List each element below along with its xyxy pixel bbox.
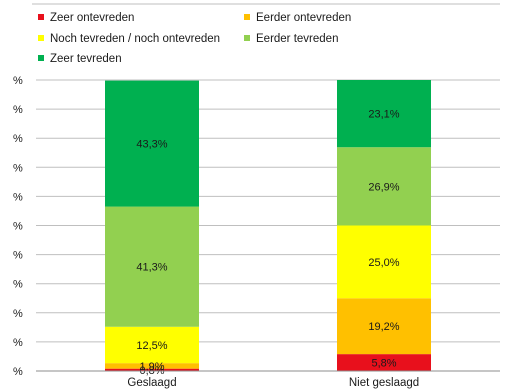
- legend-label-eerder-ontevreden: Eerder ontevreden: [256, 12, 351, 24]
- legend-swatch-eerder-ontevreden: [244, 14, 250, 20]
- legend-label-zeer-tevreden: Zeer tevreden: [50, 53, 122, 65]
- y-tick-label: %: [13, 75, 23, 87]
- data-label-geslaagd-eerder-ontevreden: 1,9%: [139, 361, 164, 373]
- y-tick-label: %: [13, 279, 23, 291]
- y-tick-label: %: [13, 221, 23, 233]
- bar-geslaagd-eerder-ontevreden: [105, 363, 199, 369]
- y-tick-label: %: [13, 162, 23, 174]
- legend-swatch-zeer-tevreden: [38, 55, 44, 61]
- y-tick-label: %: [13, 133, 23, 145]
- y-tick-label: %: [13, 191, 23, 203]
- y-tick-label: %: [13, 308, 23, 320]
- data-label-niet-geslaagd-eerder-tevreden: 26,9%: [368, 181, 399, 193]
- legend-label-noch-tevreden-noch-ontevreden: Noch tevreden / noch ontevreden: [50, 33, 220, 45]
- y-tick-label: %: [13, 250, 23, 262]
- data-label-geslaagd-zeer-tevreden: 43,3%: [136, 139, 167, 151]
- data-label-geslaagd-eerder-tevreden: 41,3%: [136, 262, 167, 274]
- bar-geslaagd-zeer-ontevreden: [105, 368, 199, 371]
- bar-niet-geslaagd-eerder-ontevreden: [337, 298, 431, 355]
- x-tick-label-niet-geslaagd: Niet geslaagd: [349, 377, 419, 389]
- data-label-niet-geslaagd-zeer-ontevreden: 5,8%: [371, 358, 396, 370]
- legend-swatch-eerder-tevreden: [244, 35, 250, 41]
- bar-niet-geslaagd-noch-tevreden-noch-ontevreden: [337, 225, 431, 299]
- bars: [105, 80, 431, 371]
- y-tick-label: %: [13, 104, 23, 116]
- y-tick-label: %: [13, 337, 23, 349]
- y-tick-label: %: [13, 366, 23, 378]
- legend-label-zeer-ontevreden: Zeer ontevreden: [50, 12, 134, 24]
- bar-geslaagd-noch-tevreden-noch-ontevreden: [105, 326, 199, 364]
- data-label-geslaagd-noch-tevreden-noch-ontevreden: 12,5%: [136, 340, 167, 352]
- x-tick-label-geslaagd: Geslaagd: [127, 377, 176, 389]
- bar-niet-geslaagd-zeer-tevreden: [337, 80, 431, 148]
- legend-swatch-noch-tevreden-noch-ontevreden: [38, 35, 44, 41]
- x-axis: Geslaagd Niet geslaagd: [36, 370, 500, 389]
- legend: Zeer ontevreden Eerder ontevreden Noch tev…: [38, 12, 351, 65]
- bar-geslaagd-zeer-tevreden: [105, 80, 199, 207]
- bar-niet-geslaagd-zeer-ontevreden: [337, 354, 431, 371]
- bar-geslaagd-eerder-tevreden: [105, 206, 199, 327]
- data-label-niet-geslaagd-eerder-ontevreden: 19,2%: [368, 321, 399, 333]
- bar-niet-geslaagd-eerder-tevreden: [337, 147, 431, 226]
- legend-label-eerder-tevreden: Eerder tevreden: [256, 33, 338, 45]
- y-axis: %%%%%%%%%%%: [13, 75, 23, 378]
- data-label-niet-geslaagd-noch-tevreden-noch-ontevreden: 25,0%: [368, 257, 399, 269]
- legend-swatch-zeer-ontevreden: [38, 14, 44, 20]
- data-label-niet-geslaagd-zeer-tevreden: 23,1%: [368, 109, 399, 121]
- data-labels: 0,8%1,9%12,5%41,3%43,3%5,8%19,2%25,0%26,…: [136, 109, 399, 377]
